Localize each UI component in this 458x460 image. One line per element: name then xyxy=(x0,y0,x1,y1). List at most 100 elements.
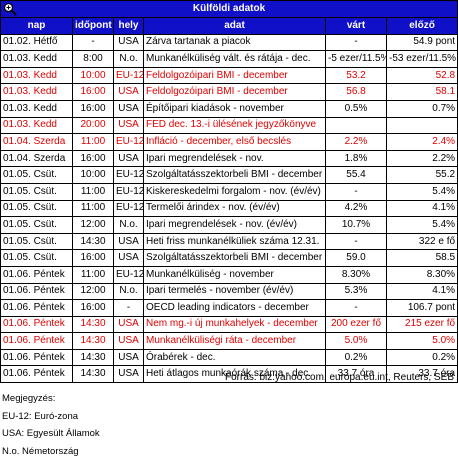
column-header: időpont xyxy=(73,18,114,35)
table-cell: USA xyxy=(114,333,144,350)
table-cell: Ipari megrendelések - nov. xyxy=(144,150,326,167)
table-cell: EU-12 xyxy=(114,134,144,151)
table-cell: 16:00 xyxy=(73,150,114,167)
table-title: Külföldi adatok xyxy=(1,1,458,18)
table-cell: 01.03. Kedd xyxy=(1,84,73,101)
table-cell: 01.02. Hétfő xyxy=(1,34,73,51)
table-cell: Feldolgozóipari BMI - december xyxy=(144,67,326,84)
table-cell: USA xyxy=(114,34,144,51)
table-cell: -53 ezer/11.5% xyxy=(387,51,458,68)
table-cell: 10:00 xyxy=(73,67,114,84)
table-cell: 59.0 xyxy=(326,250,387,267)
table-cell: 4.2% xyxy=(326,200,387,217)
notes: Megjegyzés: EU-12: Euró-zona USA: Egyesü… xyxy=(2,390,100,460)
table-cell: USA xyxy=(114,366,144,383)
table-cell: 01.05. Csüt. xyxy=(1,250,73,267)
table-cell: 10.7% xyxy=(326,217,387,234)
table-cell: 8.30% xyxy=(326,266,387,283)
table-cell: -5 ezer/11.5% xyxy=(326,51,387,68)
table-cell: Munkanélküliség - november xyxy=(144,266,326,283)
table-cell: Munkanélküliség vált. és rátája - dec. xyxy=(144,51,326,68)
table-cell: USA xyxy=(114,316,144,333)
table-cell: 01.03. Kedd xyxy=(1,100,73,117)
table-cell: Infláció - december, első becslés xyxy=(144,134,326,151)
table-cell: EU-12 xyxy=(114,167,144,184)
table-cell: Ipari termelés - november (év/év) xyxy=(144,283,326,300)
table-cell: 2.2% xyxy=(326,134,387,151)
table-cell: - xyxy=(73,34,114,51)
column-header: hely xyxy=(114,18,144,35)
table-cell: 01.03. Kedd xyxy=(1,67,73,84)
table-cell: Órabérek - dec. xyxy=(144,349,326,366)
table-cell: Szolgáltatásszektorbeli BMI - december xyxy=(144,250,326,267)
table-cell: Feldolgozóipari BMI - december xyxy=(144,84,326,101)
table-cell: 0.2% xyxy=(326,349,387,366)
table-cell: 01.03. Kedd xyxy=(1,51,73,68)
notes-title: Megjegyzés: xyxy=(2,390,100,408)
table-cell: 10:00 xyxy=(73,167,114,184)
column-header: nap xyxy=(1,18,73,35)
table-cell: Munkanélküliségi ráta - december xyxy=(144,333,326,350)
table-cell: 1.8% xyxy=(326,150,387,167)
table-cell: 16:00 xyxy=(73,84,114,101)
table-cell: 55.2 xyxy=(387,167,458,184)
table-cell: 01.06. Péntek xyxy=(1,283,73,300)
table-cell: 5.0% xyxy=(326,333,387,350)
table-cell: USA xyxy=(114,117,144,134)
table-cell: 01.05. Csüt. xyxy=(1,167,73,184)
column-header: előző xyxy=(387,18,458,35)
table-cell: 11:00 xyxy=(73,183,114,200)
column-header: adat xyxy=(144,18,326,35)
table-cell: 53.2 xyxy=(326,67,387,84)
table-cell: 0.5% xyxy=(326,100,387,117)
table-cell: 2.4% xyxy=(387,134,458,151)
note: EU-12: Euró-zona xyxy=(2,408,100,426)
note: N.o. Németország xyxy=(2,443,100,460)
table-cell: 01.05. Csüt. xyxy=(1,200,73,217)
table-cell: 14:30 xyxy=(73,333,114,350)
table-cell: 16:00 xyxy=(73,300,114,317)
table-cell: EU-12 xyxy=(114,183,144,200)
note: USA: Egyesült Államok xyxy=(2,425,100,443)
table-cell: 11:00 xyxy=(73,134,114,151)
table-cell: 01.06. Péntek xyxy=(1,333,73,350)
table-cell: 4.1% xyxy=(387,283,458,300)
table-cell: 16:00 xyxy=(73,100,114,117)
table-cell: Termelői árindex - nov. (év/év) xyxy=(144,200,326,217)
table-cell: USA xyxy=(114,250,144,267)
table-cell: 5.4% xyxy=(387,217,458,234)
table-cell: EU-12 xyxy=(114,200,144,217)
table-cell: OECD leading indicators - december xyxy=(144,300,326,317)
table-cell: N.o. xyxy=(114,217,144,234)
table-cell: N.o. xyxy=(114,283,144,300)
table-cell xyxy=(387,117,458,134)
table-cell: 01.06. Péntek xyxy=(1,316,73,333)
table-cell: 12:00 xyxy=(73,217,114,234)
table-cell: 01.04. Szerda xyxy=(1,134,73,151)
table-cell: 5.4% xyxy=(387,183,458,200)
table-cell: 12:00 xyxy=(73,283,114,300)
table-cell: 01.06. Péntek xyxy=(1,266,73,283)
table-cell: 58.5 xyxy=(387,250,458,267)
table-cell: Ipari megrendelések - nov. (év/év) xyxy=(144,217,326,234)
table-cell: 52.8 xyxy=(387,67,458,84)
table-cell: 0.7% xyxy=(387,100,458,117)
table-cell: USA xyxy=(114,100,144,117)
zoom-icon[interactable] xyxy=(3,2,17,16)
